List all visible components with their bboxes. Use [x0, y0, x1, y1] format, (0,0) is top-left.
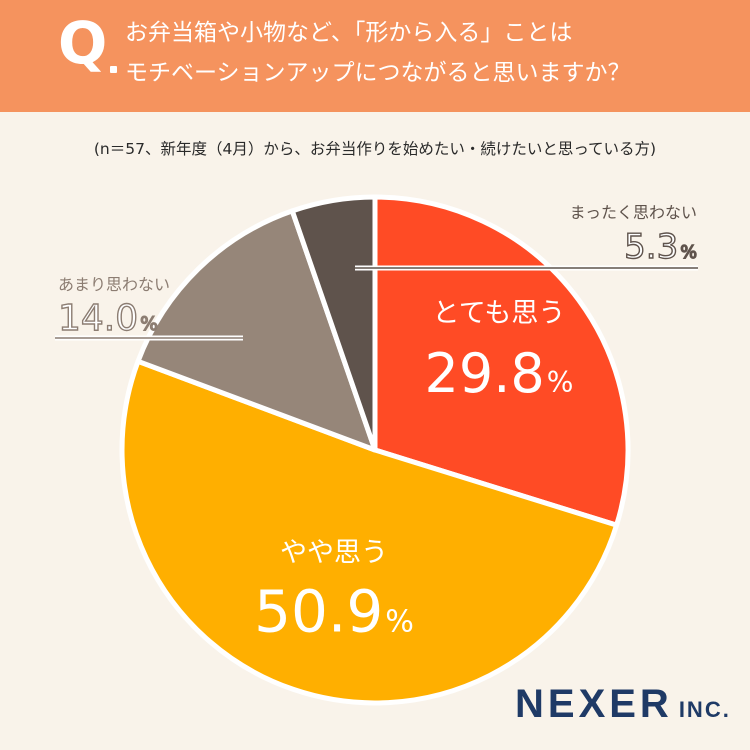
q-mark: Q	[58, 9, 108, 77]
nexer-logo: NEXER INC.	[515, 684, 731, 724]
slice-2-value: 50.9%	[254, 578, 414, 646]
brand-name: NEXER	[515, 682, 673, 726]
slice-1-value: 29.8%	[424, 342, 573, 405]
brand-suffix: INC.	[678, 697, 731, 722]
pie-slice-4	[289, 194, 378, 453]
question-banner: Q お弁当箱や小物など、「形から入る」ことは モチベーションアップにつながると思…	[0, 0, 750, 112]
slice-3-label: あまり思わない	[58, 275, 170, 294]
sample-note: (n＝57、新年度（4月）から、お弁当作りを始めたい・続けたいと思っている方)	[93, 140, 657, 158]
pie-slice-3	[135, 208, 378, 453]
slice-4-value: 5.3%	[624, 227, 697, 267]
q-dot	[110, 66, 117, 73]
slice-1-label: とても思う	[433, 298, 566, 329]
question-line-1: お弁当箱や小物など、「形から入る」ことは	[125, 20, 573, 46]
question-line-2: モチベーションアップにつながると思いますか？	[125, 60, 631, 86]
slice-4-label: まったく思わない	[570, 203, 697, 222]
slice-2-label: やや思う	[280, 538, 388, 569]
pie-slice-2	[119, 358, 620, 706]
pie-slice-1	[372, 194, 631, 528]
slice-3-value: 14.0%	[58, 298, 158, 339]
